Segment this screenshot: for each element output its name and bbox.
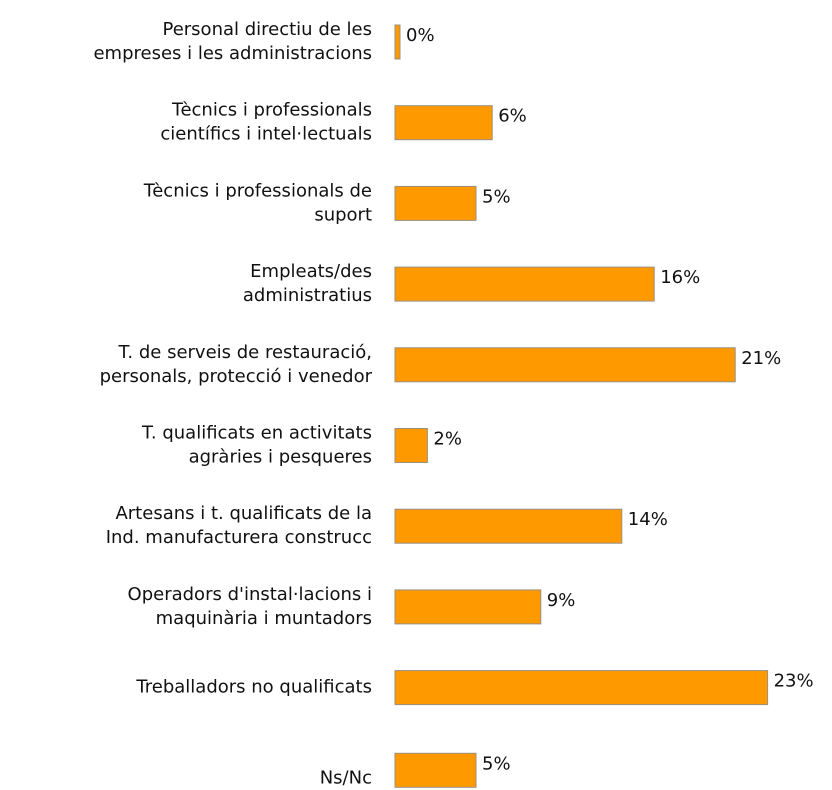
value-label: 6% (498, 106, 527, 127)
category-label: Tècnics i professionals de (143, 180, 372, 201)
bar (394, 670, 769, 706)
value-label: 9% (547, 590, 576, 611)
category-label: T. de serveis de restauració, (118, 342, 372, 363)
category-label: personals, protecció i venedor (100, 366, 373, 387)
bar (394, 508, 623, 544)
bar (394, 752, 477, 788)
category-label: empreses i les administracions (93, 43, 372, 64)
value-label: 16% (660, 267, 700, 288)
bar (394, 24, 401, 60)
value-label: 5% (482, 753, 511, 774)
bar (394, 428, 428, 463)
category-label: Treballadors no qualificats (135, 677, 372, 698)
category-label: Empleats/des (250, 261, 372, 282)
category-label: agràries i pesqueres (189, 447, 372, 468)
value-label: 2% (433, 429, 462, 450)
category-label: Personal directiu de les (162, 19, 372, 40)
category-label: Artesans i t. qualificats de la (115, 503, 372, 524)
value-label: 23% (774, 671, 814, 692)
value-label: 21% (741, 348, 781, 369)
category-label: suport (314, 204, 372, 225)
value-label: 0% (406, 25, 435, 46)
value-label: 5% (482, 186, 511, 207)
bar (394, 185, 477, 221)
bar (394, 347, 736, 383)
category-label: científics i intel·lectuals (160, 124, 372, 145)
category-label: Operadors d'instal·lacions i (128, 584, 372, 605)
category-label: administratius (243, 285, 372, 306)
category-label: maquinària i muntadors (156, 608, 372, 629)
category-label: Ind. manufacturera construcc (106, 527, 372, 548)
bar (394, 589, 542, 625)
category-label: T. qualificats en activitats (141, 423, 372, 444)
category-label: Tècnics i professionals (171, 100, 372, 121)
bar (394, 105, 493, 141)
bar (394, 266, 655, 302)
category-label: Ns/Nc (320, 767, 372, 788)
value-label: 14% (628, 509, 668, 530)
